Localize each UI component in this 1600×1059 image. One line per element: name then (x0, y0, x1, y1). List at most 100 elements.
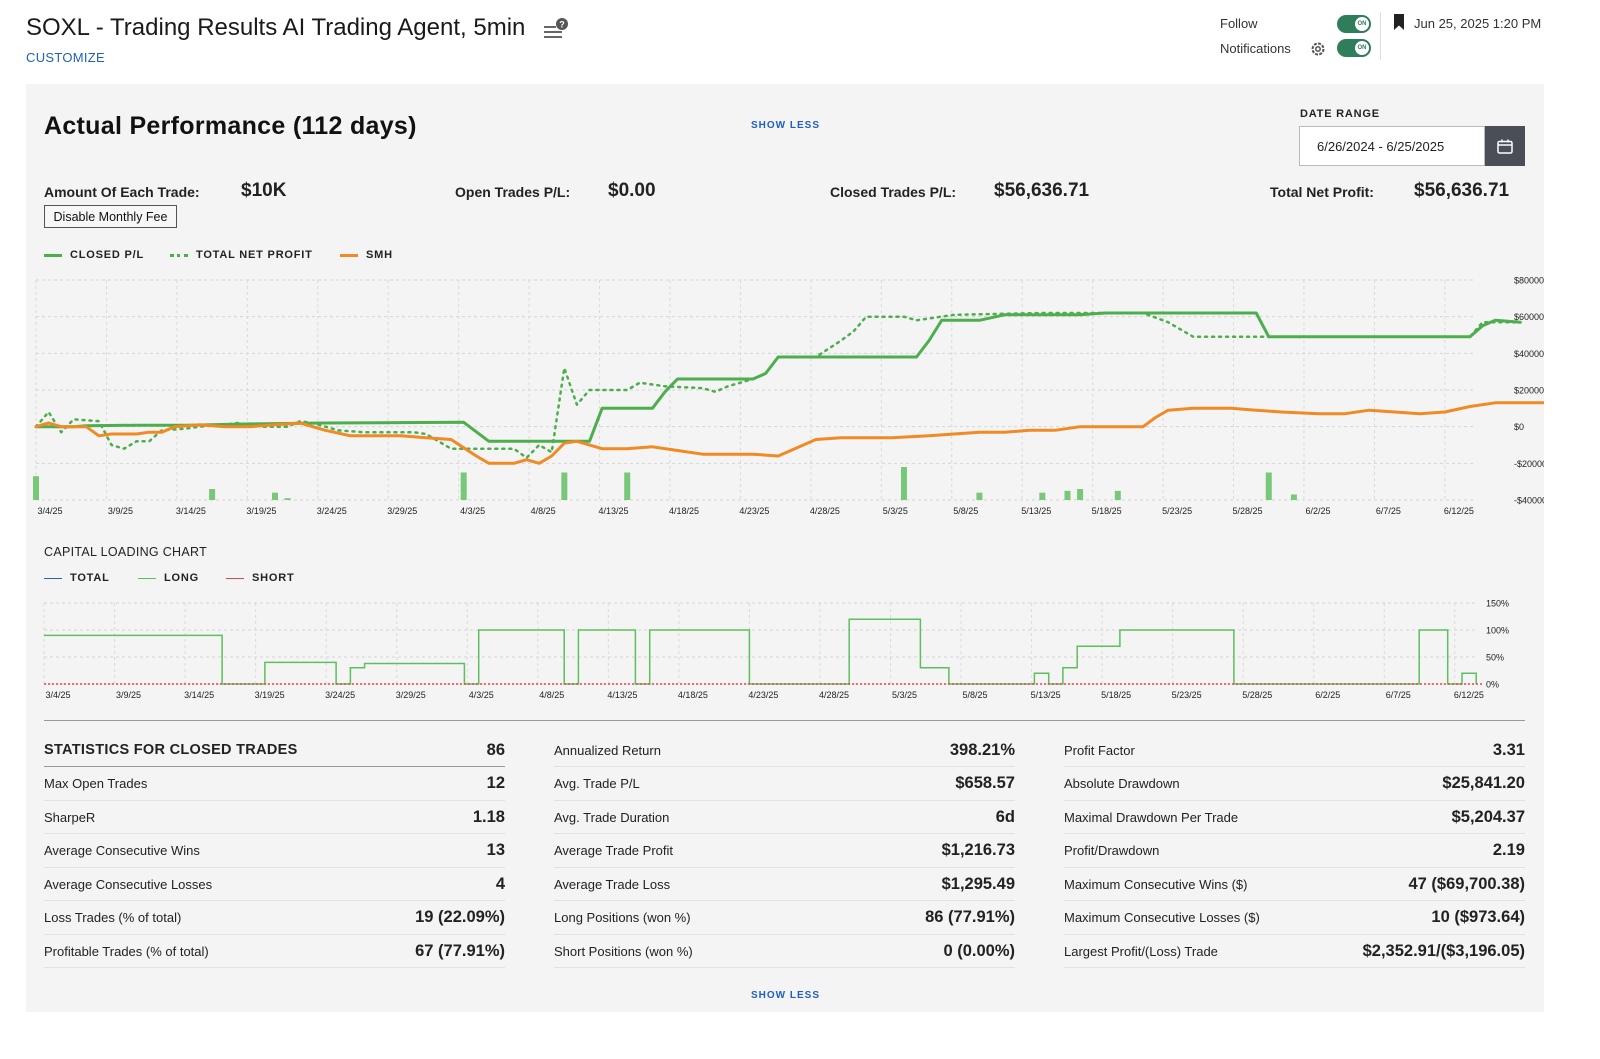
x-tick-label: 3/4/25 (45, 690, 70, 700)
x-tick-label: 5/28/25 (1233, 506, 1263, 516)
legend-label: TOTAL (70, 572, 110, 584)
x-tick-label: 5/23/25 (1162, 506, 1192, 516)
stat-label: Max Open Trades (44, 776, 148, 791)
x-tick-label: 4/8/25 (539, 690, 564, 700)
stat-label: Annualized Return (554, 742, 661, 758)
x-tick-label: 5/13/25 (1021, 506, 1051, 516)
customize-link[interactable]: CUSTOMIZE (26, 50, 106, 65)
stat-row: Average Consecutive Wins 13 (44, 835, 505, 868)
strategy-info-icon[interactable]: ? (544, 18, 570, 42)
x-tick-label: 5/13/25 (1031, 690, 1061, 700)
x-tick-label: 5/8/25 (953, 506, 978, 516)
show-less-top-link[interactable]: SHOW LESS (751, 120, 821, 131)
capital-chart-title: CAPITAL LOADING CHART (44, 545, 208, 559)
header-divider (1380, 12, 1381, 60)
stat-value: 398.21% (949, 740, 1015, 759)
legend-swatch (170, 253, 188, 257)
stat-value: $2,352.91/($3,196.05) (1362, 941, 1525, 960)
daily-pl-bar (209, 489, 216, 500)
daily-pl-bar (900, 467, 907, 500)
legend-smh[interactable]: SMH (340, 249, 393, 261)
stat-label: Maximal Drawdown Per Trade (1064, 809, 1239, 825)
x-tick-label: 4/28/25 (819, 690, 849, 700)
follow-label: Follow (1220, 16, 1258, 31)
legend-label: CLOSED P/L (70, 249, 145, 261)
daily-pl-bar (1077, 489, 1084, 500)
amount-label: Amount Of Each Trade: (44, 184, 200, 200)
stat-row: Profit/Drawdown 2.19 (1064, 835, 1525, 868)
x-tick-label: 3/9/25 (108, 506, 133, 516)
x-tick-label: 3/29/25 (396, 690, 426, 700)
calendar-icon (1497, 139, 1513, 154)
x-tick-label: 3/19/25 (246, 506, 276, 516)
daily-pl-bar (272, 492, 279, 500)
stat-label: Profitable Trades (% of total) (44, 943, 209, 959)
gear-icon[interactable] (1309, 40, 1327, 63)
series-line-total-net-profit (34, 311, 1522, 460)
stat-label: Average Trade Loss (554, 876, 671, 892)
amount-value: $10K (241, 180, 287, 201)
series-line-long (44, 618, 1477, 685)
x-tick-label: 4/28/25 (810, 506, 840, 516)
stat-value: 13 (486, 841, 505, 859)
legend-long[interactable]: LONG (138, 572, 199, 584)
x-tick-label: 4/8/25 (531, 506, 556, 516)
x-tick-label: 4/18/25 (678, 690, 708, 700)
stat-row: Absolute Drawdown $25,841.20 (1064, 768, 1525, 801)
legend-closed-pl[interactable]: CLOSED P/L (44, 249, 144, 261)
stat-row: Long Positions (won %) 86 (77.91%) (554, 902, 1015, 935)
bookmark-icon[interactable] (1393, 14, 1405, 35)
follow-toggle-state: ON (1355, 17, 1369, 31)
stat-label: Profit Factor (1064, 742, 1135, 758)
legend-swatch (44, 577, 62, 579)
stat-row: Profitable Trades (% of total) 67 (77.91%… (44, 935, 505, 968)
y-tick-label: $0 (1514, 422, 1524, 432)
stat-label: Average Trade Profit (554, 843, 673, 858)
stat-value: $5,204.37 (1451, 807, 1525, 826)
stat-value: 3.31 (1492, 740, 1525, 759)
x-tick-label: 6/12/25 (1444, 506, 1474, 516)
disable-monthly-fee-button[interactable]: Disable Monthly Fee (44, 205, 177, 228)
x-tick-label: 5/18/25 (1092, 506, 1122, 516)
total-net-value: $56,636.71 (1414, 180, 1510, 201)
notifications-toggle[interactable]: ON (1337, 39, 1371, 57)
performance-chart[interactable]: $80000 $60000 $40000 $20000 $0 -$20000 -$40000… (26, 270, 1544, 520)
stat-label: Average Consecutive Losses (44, 876, 213, 892)
stat-value: $25,841.20 (1442, 774, 1525, 792)
stat-label: Average Consecutive Wins (44, 843, 200, 858)
y-tick-label: $20000 (1514, 386, 1544, 396)
x-tick-label: 6/7/25 (1376, 506, 1401, 516)
capital-loading-chart[interactable]: 150% 100% 50% 0% 3/4/25 3/9/25 3/14/25 3/19/25 3… (26, 595, 1544, 705)
legend-swatch (226, 577, 244, 579)
legend-label: SMH (366, 249, 393, 261)
legend-short[interactable]: SHORT (226, 572, 295, 584)
daily-pl-bar (1290, 494, 1297, 500)
stat-label: SharpeR (44, 809, 96, 825)
show-less-bottom-link[interactable]: SHOW LESS (751, 990, 821, 1001)
x-tick-label: 5/3/25 (883, 506, 908, 516)
stat-row: Loss Trades (% of total) 19 (22.09%) (44, 902, 505, 935)
open-pl-value: $0.00 (608, 180, 656, 201)
stat-value: $1,295.49 (941, 874, 1015, 893)
stat-value: 2.19 (1492, 841, 1525, 859)
stat-value: 19 (22.09%) (415, 908, 505, 926)
x-tick-label: 5/8/25 (963, 690, 988, 700)
date-range-input[interactable]: 6/26/2024 - 6/25/2025 (1299, 126, 1485, 166)
daily-pl-bar (624, 472, 631, 500)
legend-total-net-profit[interactable]: TOTAL NET PROFIT (170, 249, 313, 261)
stat-row: STATISTICS FOR CLOSED TRADES 86 (44, 734, 505, 767)
legend-swatch (340, 253, 358, 257)
y-tick-label: 100% (1486, 626, 1509, 636)
stat-value: 86 (486, 740, 505, 759)
x-tick-label: 3/29/25 (387, 506, 417, 516)
daily-pl-bar (1039, 492, 1046, 500)
y-tick-label: 50% (1486, 653, 1504, 663)
x-tick-label: 4/13/25 (607, 690, 637, 700)
stat-value: 1.18 (472, 807, 505, 826)
legend-total[interactable]: TOTAL (44, 572, 110, 584)
stat-label: Absolute Drawdown (1064, 776, 1180, 791)
calendar-button[interactable] (1485, 126, 1525, 166)
x-tick-label: 5/28/25 (1242, 690, 1272, 700)
x-tick-label: 4/3/25 (460, 506, 485, 516)
follow-toggle[interactable]: ON (1337, 15, 1371, 33)
